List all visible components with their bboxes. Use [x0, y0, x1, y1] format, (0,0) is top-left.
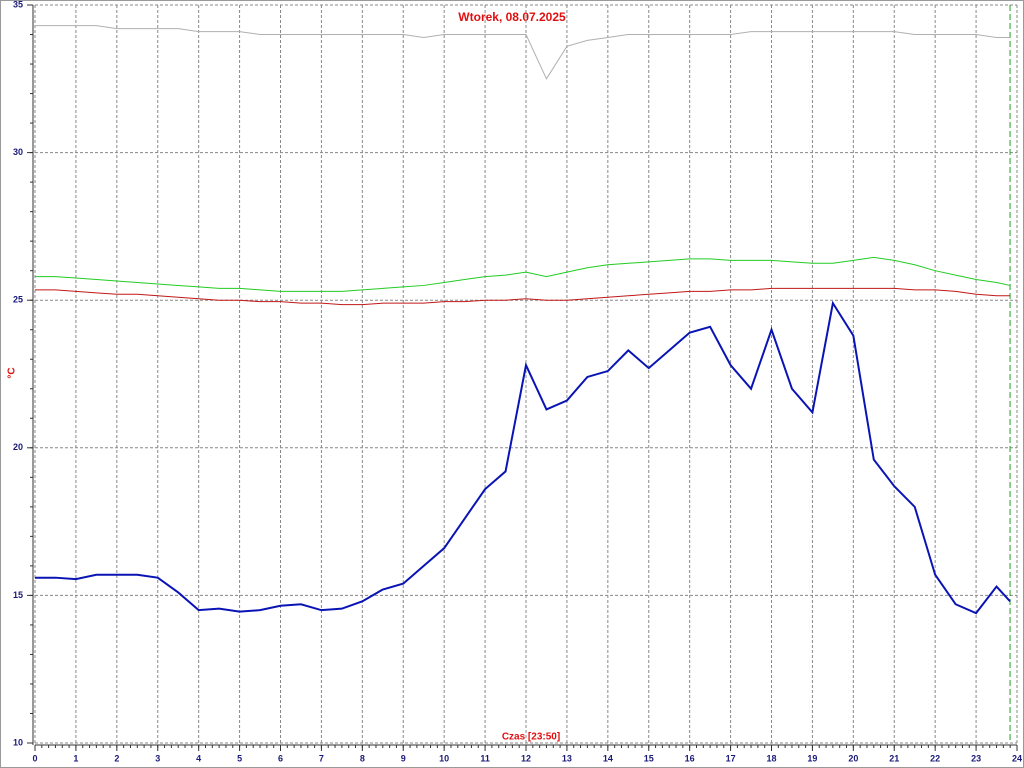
x-tick-label: 14	[603, 753, 613, 763]
x-tick-label: 17	[726, 753, 736, 763]
x-tick-label: 0	[32, 753, 37, 763]
x-tick-label: 5	[237, 753, 242, 763]
y-tick-label: 15	[13, 590, 23, 600]
x-tick-label: 7	[319, 753, 324, 763]
x-tick-label: 13	[562, 753, 572, 763]
x-tick-label: 20	[848, 753, 858, 763]
x-tick-label: 9	[401, 753, 406, 763]
y-tick-label: 10	[13, 737, 23, 747]
y-tick-label: 25	[13, 295, 23, 305]
x-tick-label: 8	[360, 753, 365, 763]
y-tick-label: 35	[13, 0, 23, 9]
x-tick-label: 11	[480, 753, 490, 763]
y-tick-label: 20	[13, 442, 23, 452]
line-series	[35, 287, 1011, 306]
line-series	[35, 300, 1011, 615]
x-tick-label: 15	[644, 753, 654, 763]
x-tick-label: 1	[73, 753, 78, 763]
x-tick-label: 24	[1012, 753, 1022, 763]
x-tick-label: 4	[196, 753, 201, 763]
y-tick-label: 30	[13, 147, 23, 157]
chart-title: Wtorek, 08.07.2025	[458, 10, 566, 24]
x-tick-label: 21	[889, 753, 899, 763]
line-series	[35, 25, 1011, 80]
x-tick-label: 12	[521, 753, 531, 763]
x-tick-label: 3	[155, 753, 160, 763]
x-tick-label: 2	[114, 753, 119, 763]
line-series	[35, 256, 1011, 292]
x-tick-label: 18	[766, 753, 776, 763]
x-tick-label: 16	[685, 753, 695, 763]
x-tick-label: 19	[807, 753, 817, 763]
x-tick-label: 22	[930, 753, 940, 763]
x-axis-label: Czas [23:50]	[502, 732, 560, 743]
x-tick-label: 10	[439, 753, 449, 763]
x-tick-label: 6	[278, 753, 283, 763]
x-tick-label: 23	[971, 753, 981, 763]
y-axis-label: °C	[7, 367, 18, 378]
